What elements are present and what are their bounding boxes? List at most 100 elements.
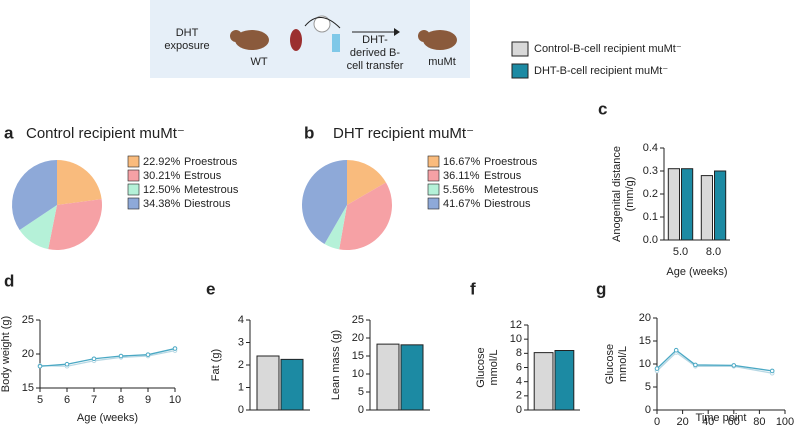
x-tick-label: 7 [91, 394, 97, 406]
legend-swatch [127, 183, 140, 196]
panel-letter: a [4, 123, 14, 142]
point [693, 362, 698, 368]
y-tick-label: 20 [639, 312, 651, 324]
x-tick-label: 5.0 [673, 246, 688, 258]
x-tick-label: 9 [145, 394, 151, 406]
bar [714, 170, 727, 241]
pie-slice [48, 199, 102, 251]
panel-letter: c [598, 99, 607, 118]
x-axis-label: Time point [696, 412, 747, 424]
point [118, 353, 124, 359]
bar [280, 358, 304, 411]
x-axis-label: Age (weeks) [666, 266, 727, 278]
y-tick-label: 3 [238, 336, 244, 348]
point [731, 363, 737, 368]
category-label: Estrous [184, 170, 222, 182]
point [91, 356, 97, 362]
bar [256, 355, 280, 411]
point [145, 352, 151, 357]
y-axis-label: Anogenital distance [611, 146, 623, 242]
category-label: Metestrous [184, 184, 239, 196]
pie-slice [347, 160, 386, 205]
panel-letter: f [470, 279, 476, 298]
point [654, 366, 660, 371]
y-tick-label: 15 [639, 335, 651, 347]
point [172, 346, 178, 351]
legend-swatch [511, 63, 529, 79]
category-label: Estrous [484, 170, 522, 182]
line [39, 347, 176, 367]
category-label: Diestrous [484, 198, 531, 210]
line [656, 351, 773, 374]
y-axis-label: Fat (g) [210, 349, 222, 381]
y-tick-label: 5 [358, 386, 364, 398]
bar [681, 168, 694, 241]
y-tick-label: 0.2 [643, 188, 658, 200]
schematic-label: DHT [176, 27, 199, 39]
legend-swatch [427, 183, 440, 196]
x-tick-label: 60 [728, 416, 740, 428]
x-axis-label: Age (weeks) [77, 412, 138, 424]
value-label: 22.92% [143, 156, 181, 168]
legend-swatch [127, 197, 140, 210]
y-tick-label: 15 [22, 382, 34, 394]
panel-letter: b [304, 123, 314, 142]
pie-slice [339, 182, 393, 250]
pie-slice [301, 160, 347, 244]
y-tick-label: 0 [645, 404, 651, 416]
y-axis-label: mmol/L [488, 349, 500, 385]
point [769, 368, 775, 374]
y-tick-label: 10 [510, 333, 522, 345]
schematic-label: muMt [428, 56, 456, 68]
y-tick-label: 10 [639, 358, 651, 370]
pie-slice [12, 160, 58, 231]
x-tick-label: 80 [753, 416, 765, 428]
y-tick-label: 15 [352, 350, 364, 362]
legend-swatch [427, 155, 440, 168]
y-tick-label: 0 [516, 404, 522, 416]
value-label: 12.50% [143, 184, 181, 196]
y-tick-label: 0.3 [643, 165, 658, 177]
schematic-label: exposure [164, 40, 209, 52]
y-tick-label: 0 [358, 404, 364, 416]
pie-slice [324, 205, 347, 250]
chart-title: DHT recipient muMt⁻ [333, 125, 474, 142]
panel-letter: d [4, 271, 14, 290]
panel-letter: g [596, 279, 606, 298]
y-tick-label: 4 [238, 314, 244, 326]
y-tick-label: 1 [238, 381, 244, 393]
value-label: 41.67% [443, 198, 481, 210]
value-label: 16.67% [443, 156, 481, 168]
y-tick-label: 8 [516, 347, 522, 359]
schematic-label: DHT- [362, 34, 388, 46]
legend-swatch [127, 155, 140, 168]
category-label: Proestrous [184, 156, 238, 168]
legend-label: DHT-B-cell recipient muMt⁻ [534, 65, 668, 77]
schematic-drawings [230, 15, 457, 52]
legend-swatch [427, 169, 440, 182]
pie-slice [19, 205, 58, 250]
y-tick-label: 12 [510, 319, 522, 331]
y-tick-label: 0.0 [643, 234, 658, 246]
schematic-box [150, 0, 470, 78]
y-tick-label: 2 [238, 359, 244, 371]
schematic-label: derived B- [350, 47, 400, 59]
line [39, 349, 176, 367]
category-label: Diestrous [184, 198, 231, 210]
x-tick-label: 40 [702, 416, 714, 428]
axis-line [656, 318, 785, 411]
schematic-label: WT [250, 56, 267, 68]
y-tick-label: 2 [516, 390, 522, 402]
y-axis-label: Glucose [475, 347, 487, 387]
x-tick-label: 20 [676, 416, 688, 428]
x-tick-label: 6 [64, 394, 70, 406]
legend-swatch [127, 169, 140, 182]
bar [554, 350, 575, 411]
point [64, 361, 70, 367]
y-tick-label: 10 [352, 368, 364, 380]
y-tick-label: 25 [22, 314, 34, 326]
value-label: 34.38% [143, 198, 181, 210]
legend-swatch [427, 197, 440, 210]
panel-letter: e [206, 279, 215, 298]
